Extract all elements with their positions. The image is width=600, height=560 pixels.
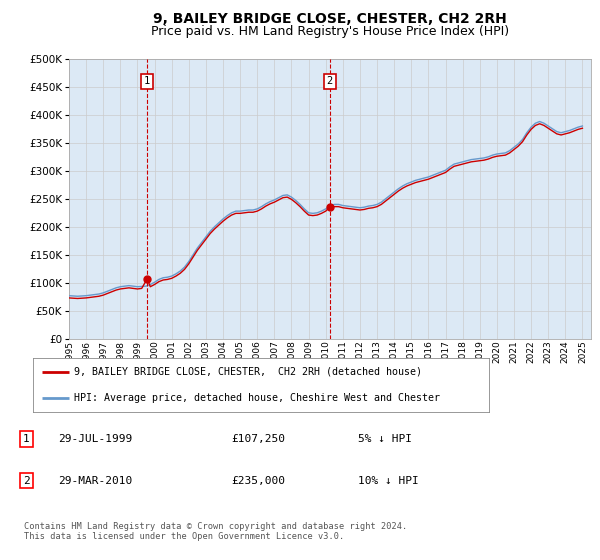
Text: Contains HM Land Registry data © Crown copyright and database right 2024.
This d: Contains HM Land Registry data © Crown c…	[24, 522, 407, 542]
Text: HPI: Average price, detached house, Cheshire West and Chester: HPI: Average price, detached house, Ches…	[74, 393, 440, 403]
Text: 29-JUL-1999: 29-JUL-1999	[58, 434, 133, 444]
Text: 1: 1	[144, 76, 151, 86]
Text: £107,250: £107,250	[231, 434, 285, 444]
Text: Price paid vs. HM Land Registry's House Price Index (HPI): Price paid vs. HM Land Registry's House …	[151, 25, 509, 38]
Text: 2: 2	[327, 76, 333, 86]
Text: 10% ↓ HPI: 10% ↓ HPI	[358, 475, 418, 486]
Text: £235,000: £235,000	[231, 475, 285, 486]
Text: 1: 1	[23, 434, 30, 444]
Text: 5% ↓ HPI: 5% ↓ HPI	[358, 434, 412, 444]
Text: 9, BAILEY BRIDGE CLOSE, CHESTER,  CH2 2RH (detached house): 9, BAILEY BRIDGE CLOSE, CHESTER, CH2 2RH…	[74, 367, 422, 377]
Text: 29-MAR-2010: 29-MAR-2010	[58, 475, 133, 486]
Text: 9, BAILEY BRIDGE CLOSE, CHESTER, CH2 2RH: 9, BAILEY BRIDGE CLOSE, CHESTER, CH2 2RH	[153, 12, 507, 26]
Text: 2: 2	[23, 475, 30, 486]
